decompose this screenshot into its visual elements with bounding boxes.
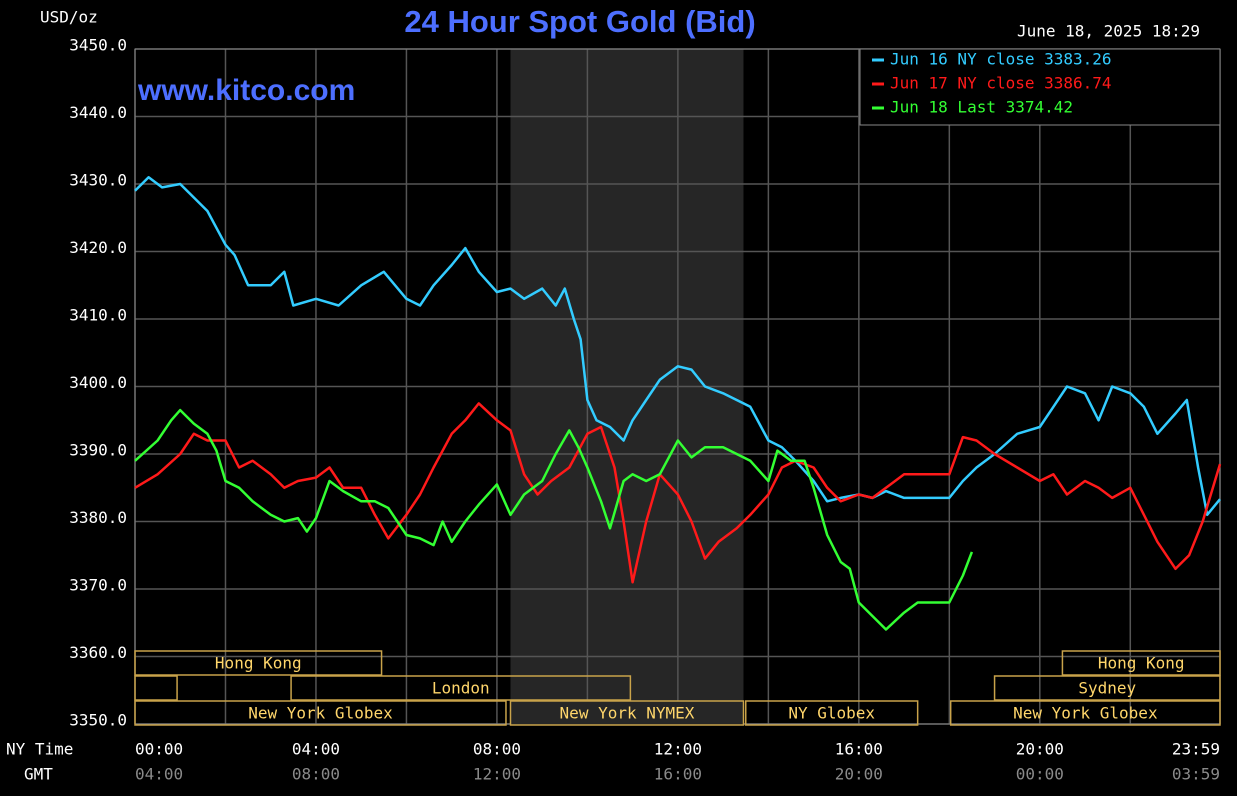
y-tick-label: 3440.0 <box>69 103 127 122</box>
x2-axis-label: GMT <box>24 765 53 784</box>
legend-box <box>859 48 1221 126</box>
legend-label: Jun 18 Last 3374.42 <box>890 98 1073 117</box>
y-tick-label: 3380.0 <box>69 508 127 527</box>
y-tick-label: 3390.0 <box>69 441 127 460</box>
session-label: Hong Kong <box>1098 654 1185 673</box>
y-tick-label: 3370.0 <box>69 576 127 595</box>
y-tick-label: 3450.0 <box>69 36 127 55</box>
x-tick-label: 23:59 <box>1172 740 1220 759</box>
y-tick-label: 3410.0 <box>69 306 127 325</box>
session-label: NY Globex <box>788 704 875 723</box>
session-label: London <box>432 679 490 698</box>
series-line <box>134 176 1221 517</box>
session-label: Hong Kong <box>215 654 302 673</box>
session-label: Sydney <box>1078 679 1136 698</box>
x-tick-label: 08:00 <box>473 740 521 759</box>
series-line <box>134 408 974 631</box>
y-unit: USD/oz <box>40 8 98 27</box>
legend-label: Jun 17 NY close 3386.74 <box>890 74 1112 93</box>
x2-tick-label: 08:00 <box>292 765 340 784</box>
y-tick-label: 3420.0 <box>69 238 127 257</box>
x-axis-label: NY Time <box>6 740 73 759</box>
session-box <box>134 675 178 701</box>
session-label: New York Globex <box>248 704 393 723</box>
x-tick-label: 12:00 <box>654 740 702 759</box>
x2-tick-label: 04:00 <box>135 765 183 784</box>
x-tick-label: 04:00 <box>292 740 340 759</box>
x2-tick-label: 00:00 <box>1016 765 1064 784</box>
session-box <box>949 700 1221 726</box>
legend-label: Jun 16 NY close 3383.26 <box>890 50 1112 69</box>
x2-tick-label: 20:00 <box>835 765 883 784</box>
session-box <box>290 675 632 701</box>
session-label: New York NYMEX <box>560 704 695 723</box>
y-tick-label: 3360.0 <box>69 643 127 662</box>
watermark: www.kitco.com <box>137 74 355 107</box>
x2-tick-label: 03:59 <box>1172 765 1220 784</box>
y-tick-label: 3430.0 <box>69 171 127 190</box>
x2-tick-label: 16:00 <box>654 765 702 784</box>
session-box <box>509 700 745 726</box>
session-box <box>1061 650 1221 676</box>
y-tick-label: 3400.0 <box>69 373 127 392</box>
session-box <box>134 650 383 676</box>
session-box <box>134 700 507 726</box>
chart-title: 24 Hour Spot Gold (Bid) <box>404 4 755 39</box>
timestamp: June 18, 2025 18:29 <box>1017 22 1200 41</box>
session-box <box>993 675 1221 701</box>
x2-tick-label: 12:00 <box>473 765 521 784</box>
session-box <box>744 700 919 726</box>
y-tick-label: 3350.0 <box>69 711 127 730</box>
x-tick-label: 20:00 <box>1016 740 1064 759</box>
x-tick-label: 16:00 <box>835 740 883 759</box>
session-label: New York Globex <box>1013 704 1158 723</box>
x-tick-label: 00:00 <box>135 740 183 759</box>
